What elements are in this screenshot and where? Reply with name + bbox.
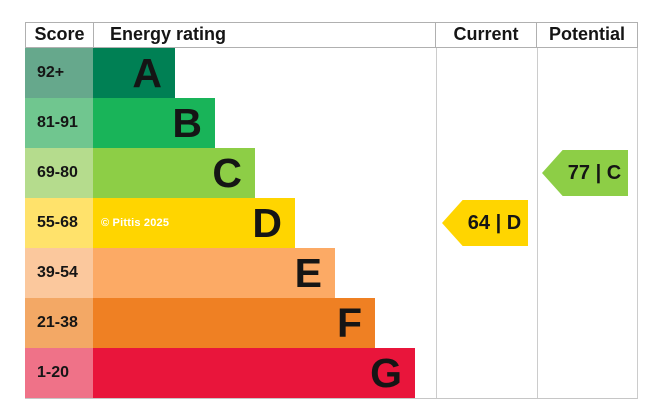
current-column-divider (436, 48, 437, 398)
band-bar-f: F (93, 298, 375, 348)
band-letter: C (212, 149, 242, 196)
band-letter: E (294, 249, 322, 296)
score-range-label: 92+ (37, 64, 65, 81)
band-row-f: 21-38 F (25, 298, 637, 348)
score-range-label: 21-38 (37, 314, 78, 331)
band-letter: G (370, 349, 402, 396)
band-letter: D (252, 199, 282, 246)
band-bar-e: E (93, 248, 335, 298)
header-energy-rating: Energy rating (94, 23, 436, 47)
band-bar-c: C (93, 148, 255, 198)
potential-column-divider (537, 48, 538, 398)
score-range-label: 1-20 (37, 364, 70, 381)
band-row-e: 39-54 E (25, 248, 637, 298)
copyright-watermark: © Pittis 2025 (101, 217, 170, 229)
band-letter: B (172, 99, 202, 146)
band-score-range: 81-91 (25, 98, 93, 148)
band-score-range: 55-68 (25, 198, 93, 248)
band-score-range: 69-80 (25, 148, 93, 198)
band-bar-d: © Pittis 2025 D (93, 198, 295, 248)
band-bar-a: A (93, 48, 175, 98)
band-row-d: 55-68 © Pittis 2025 D (25, 198, 637, 248)
score-range-label: 69-80 (37, 164, 78, 181)
score-range-label: 39-54 (37, 264, 78, 281)
score-range-label: 81-91 (37, 114, 78, 131)
current-rating-arrow: 64 | D (442, 200, 528, 246)
epc-bands-area: 92+ A 81-91 B 69-80 C 55-68 © Pittis 202… (25, 48, 638, 399)
current-rating-label: 64 | D (467, 211, 522, 234)
header-potential: Potential (548, 24, 625, 44)
band-score-range: 39-54 (25, 248, 93, 298)
band-row-g: 1-20 G (25, 348, 637, 398)
band-row-b: 81-91 B (25, 98, 637, 148)
score-range-label: 55-68 (37, 214, 78, 231)
potential-rating-label: 77 | C (567, 161, 622, 184)
band-bar-g: G (93, 348, 415, 398)
band-score-range: 1-20 (25, 348, 93, 398)
table-header-row: Score Energy rating Current Potential (25, 22, 638, 48)
band-score-range: 21-38 (25, 298, 93, 348)
band-row-a: 92+ A (25, 48, 637, 98)
band-row-c: 69-80 C (25, 148, 637, 198)
header-score: Score (26, 23, 94, 47)
band-bar-b: B (93, 98, 215, 148)
epc-table: Score Energy rating Current Potential 92… (25, 22, 638, 399)
band-score-range: 92+ (25, 48, 93, 98)
band-letter: A (132, 49, 162, 96)
potential-rating-arrow: 77 | C (542, 150, 628, 196)
band-letter: F (336, 299, 362, 346)
header-current: Current (436, 23, 537, 47)
